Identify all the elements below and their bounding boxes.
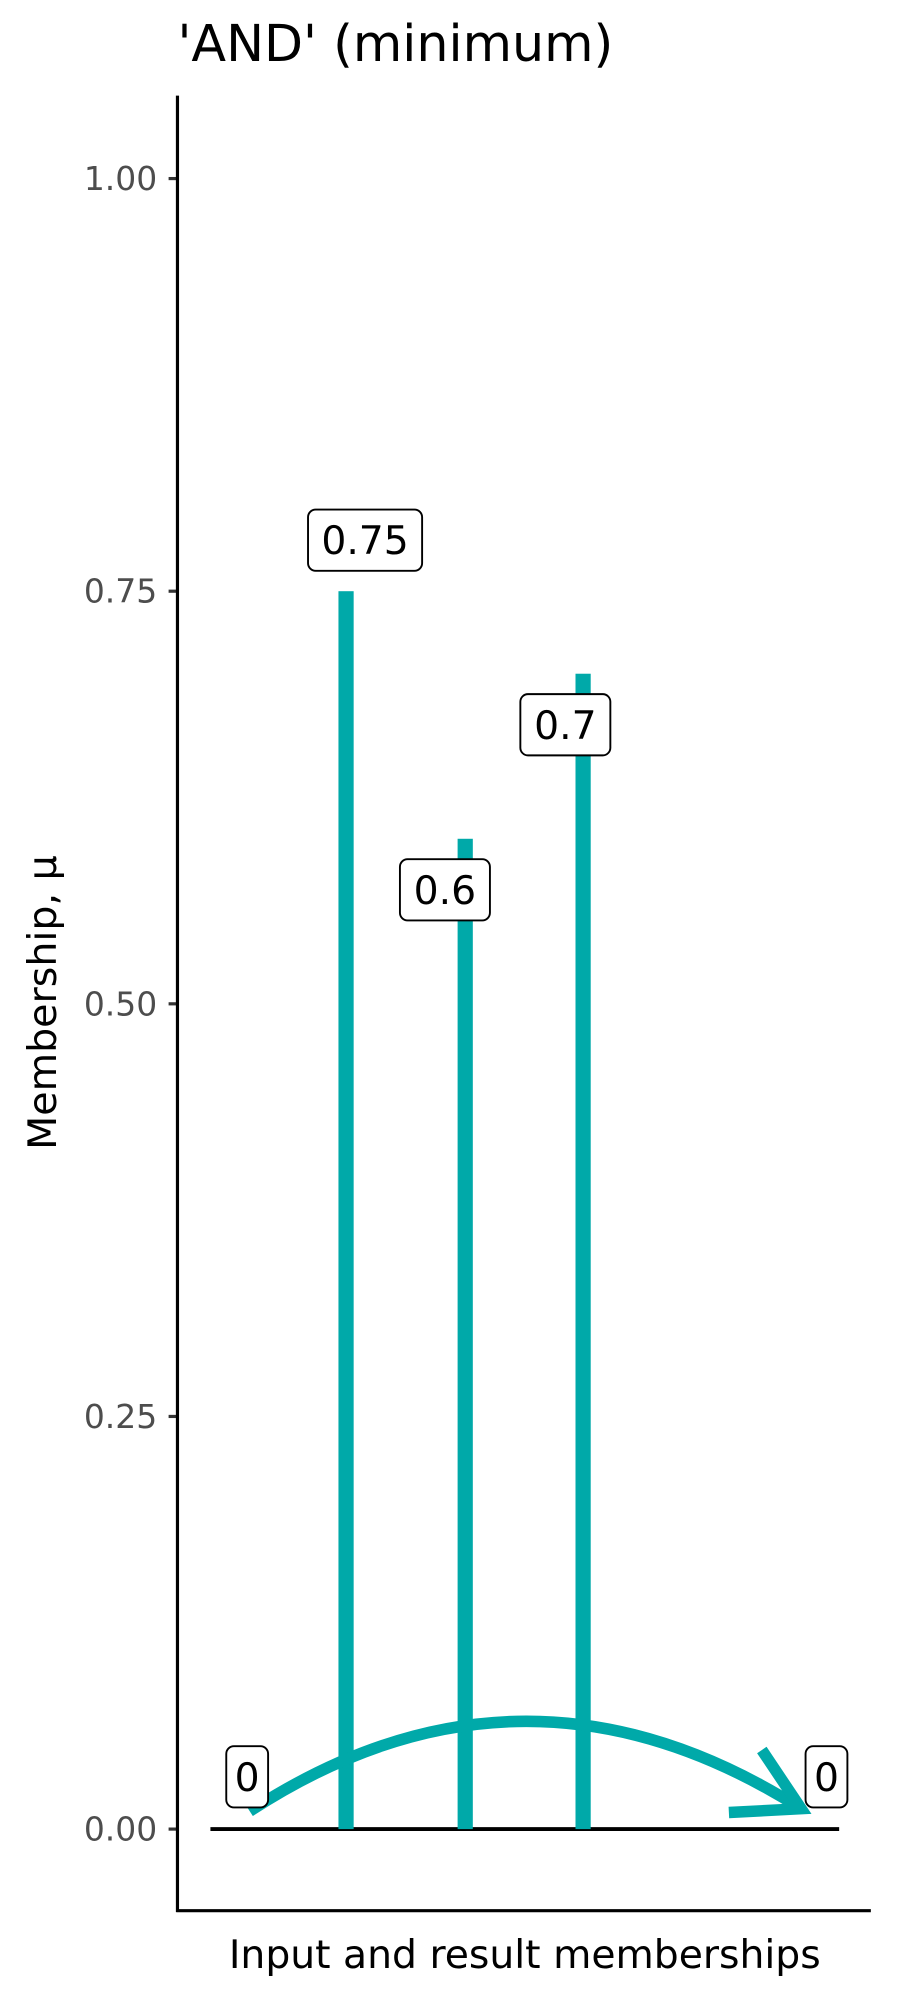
bar-value-label-box (398, 858, 491, 922)
bar-value-label: 0.6 (414, 868, 476, 914)
result-label: 0 (814, 1755, 839, 1801)
y-tick-label: 1.00 (84, 159, 157, 198)
start-label: 0 (235, 1755, 260, 1801)
bar-value-label-box (307, 508, 424, 572)
y-axis-label: Membership, μ (20, 855, 66, 1150)
result-arrow (246, 1715, 805, 1817)
bar-value-label: 0.75 (321, 518, 408, 564)
y-tick-label: 0.75 (84, 572, 157, 611)
bar-value-label: 0.7 (534, 703, 596, 749)
y-tick-label: 0.50 (84, 984, 157, 1023)
chart-title: 'AND' (minimum) (177, 14, 613, 73)
result-label-box (804, 1745, 849, 1809)
y-tick-label: 0.00 (84, 1809, 157, 1848)
bar (457, 838, 473, 1830)
arrow-head (728, 1746, 812, 1819)
bar (338, 591, 354, 1830)
x-axis-label: Input and result memberships (229, 1932, 821, 1978)
bar-value-label-box (519, 693, 612, 757)
y-tick-label: 0.25 (84, 1397, 157, 1436)
bar (575, 673, 591, 1830)
start-label-box (225, 1745, 270, 1809)
